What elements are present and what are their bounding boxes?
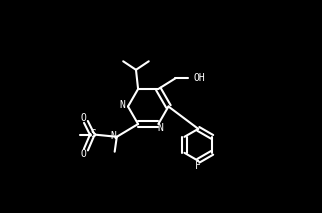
Text: N: N xyxy=(110,131,116,141)
Text: F: F xyxy=(195,161,201,171)
Text: OH: OH xyxy=(194,73,205,83)
Text: N: N xyxy=(120,101,126,110)
Text: S: S xyxy=(91,129,97,139)
Text: O: O xyxy=(81,113,87,123)
Text: O: O xyxy=(81,149,87,159)
Text: N: N xyxy=(157,123,163,133)
